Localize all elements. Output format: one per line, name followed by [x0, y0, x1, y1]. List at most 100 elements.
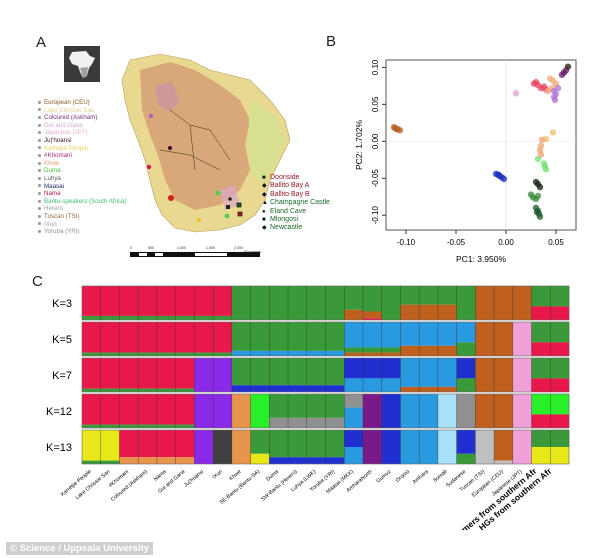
data-point: [549, 129, 557, 136]
legend-label: Luhya: [44, 174, 61, 182]
legend-dot-icon: [38, 199, 41, 203]
row-frame: [81, 393, 570, 429]
plot-frame: [385, 59, 577, 231]
population-label: Nama: [153, 469, 168, 483]
site-symbol-icon: ▲: [262, 200, 268, 207]
admixture-bar-segment: [381, 394, 401, 428]
legend-item: Lake Chrissie San: [38, 107, 127, 115]
admixture-bar-segment: [344, 347, 401, 353]
data-point: [534, 155, 542, 163]
admixture-bar-segment: [512, 394, 532, 428]
admixture-bar-segment: [400, 286, 457, 305]
legend-dot-icon: [38, 214, 41, 218]
x-axis-label: PC1: 3.950%: [456, 254, 507, 264]
legend-item: Herero: [38, 205, 127, 213]
population-label: Somali: [432, 469, 448, 484]
data-point: [536, 183, 544, 191]
africa-inset-map: [64, 46, 100, 82]
legend-label: Khwe: [44, 159, 60, 167]
admixture-bar-segment: [512, 322, 532, 356]
legend-item: Khwe: [38, 160, 127, 168]
admixture-bar-segment: [475, 286, 532, 320]
x-tick-label: -0.05: [447, 238, 466, 247]
admixture-bar-segment: [344, 322, 401, 348]
site-marker: [228, 197, 232, 201]
admixture-bar-segment: [494, 460, 514, 464]
data-point: [542, 166, 550, 173]
k-label: K=7: [52, 370, 72, 382]
admixture-bar-segment: [362, 311, 382, 319]
admixture-bar-segment: [250, 453, 270, 464]
k-label: K=13: [46, 442, 72, 454]
scale-tick-label: 1,500: [206, 246, 215, 250]
scale-tick-label: 2,000: [234, 246, 243, 250]
site-marker: [237, 211, 243, 217]
site-legend-item: ● Eland Cave: [262, 208, 330, 216]
legend-label: #Khomani: [44, 152, 72, 160]
site-label: Ballito Bay A: [270, 182, 310, 190]
admixture-bar-segment: [400, 358, 457, 387]
x-tick-label: 0.00: [498, 238, 514, 247]
legend-label: Ju|'hoansi: [44, 136, 72, 144]
admixture-bar-segment: [344, 378, 401, 392]
admixture-bar-segment: [362, 394, 382, 428]
admixture-bar-segment: [512, 358, 532, 392]
sample-point: [224, 213, 230, 219]
image-credit: © Science / Uppsala University: [6, 542, 154, 555]
legend-dot-icon: [38, 222, 41, 226]
scale-tick-label: 500: [148, 246, 154, 250]
africa-outline-icon: [69, 51, 95, 78]
legend-label: !Xun: [44, 220, 57, 228]
population-label: Lake Chrissie San: [75, 469, 112, 501]
admixture-bar-segment: [362, 430, 382, 464]
legend-label: Karretjie People: [44, 144, 89, 152]
legend-item: Tuscan (TSI): [38, 213, 127, 221]
admixture-bar-segment: [250, 394, 270, 428]
y-tick-label: 0.00: [371, 133, 380, 149]
site-label: Mlongosi: [270, 216, 299, 224]
legend-dot-icon: [38, 161, 41, 165]
panel-c-label: C: [32, 273, 43, 290]
legend-label: Lake Chrissie San: [44, 106, 95, 114]
pink-highlands: [155, 82, 180, 112]
site-symbol-icon: ●: [262, 208, 266, 215]
site-legend-item: ■ Doonside: [262, 174, 330, 182]
admixture-bar-segment: [456, 453, 476, 464]
site-legend-item: ◆ Ballito Bay A: [262, 182, 330, 190]
admixture-bar-segment: [362, 318, 382, 320]
data-point: [533, 209, 541, 216]
admixture-bar-segment: [344, 358, 401, 379]
row-frame: [81, 285, 570, 321]
legend-item: #Khomani: [38, 152, 127, 160]
legend-item: Maasai: [38, 183, 127, 191]
legend-item: Japanese (JPT): [38, 129, 127, 137]
data-point: [538, 136, 546, 144]
site-legend-item: ◆ Ballito Bay B: [262, 191, 330, 199]
admixture-bar-segment: [437, 394, 457, 428]
admixture-bar-segment: [400, 345, 457, 356]
scale-bar: 0 500 1,000 1,500 2,000 Kilometers: [130, 246, 261, 257]
legend-label: Gui and Gana: [44, 121, 83, 129]
site-marker: [236, 202, 242, 208]
site-marker: [226, 205, 230, 209]
legend-dot-icon: [38, 131, 41, 135]
admixture-bar-segment: [344, 407, 364, 428]
scale-unit-label: Kilometers: [244, 250, 261, 254]
legend-item: Ju|'hoansi: [38, 137, 127, 145]
admixture-bar-segment: [250, 430, 270, 454]
admixture-bar-segment: [344, 309, 364, 320]
population-label: Ju|'hoansi: [183, 469, 205, 489]
data-point: [495, 172, 503, 179]
legend-dot-icon: [38, 123, 41, 127]
y-axis-label: PC2: 1.702%: [354, 120, 364, 171]
borders: [159, 109, 231, 171]
population-label: Oromo: [395, 469, 411, 484]
admixture-bar-segment: [512, 430, 532, 464]
legend-label: European (CEU): [44, 99, 90, 106]
legend-label: Yoruba (YRI): [44, 228, 80, 236]
legend-dot-icon: [38, 229, 41, 233]
admixture-bar-segment: [400, 386, 457, 392]
admixture-bar-segment: [456, 394, 476, 428]
row-frame: [81, 357, 570, 393]
